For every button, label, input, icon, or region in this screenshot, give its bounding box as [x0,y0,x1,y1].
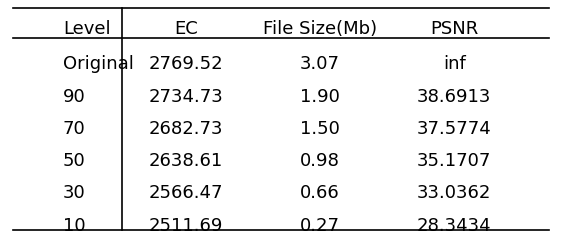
Text: 10: 10 [63,217,85,235]
Text: 38.6913: 38.6913 [417,88,492,106]
Text: 0.66: 0.66 [300,184,340,202]
Text: 50: 50 [63,152,85,170]
Text: PSNR: PSNR [430,20,478,38]
Text: 28.3434: 28.3434 [417,217,492,235]
Text: File Size(Mb): File Size(Mb) [263,20,377,38]
Text: Level: Level [63,20,111,38]
Text: 2511.69: 2511.69 [149,217,223,235]
Text: 70: 70 [63,120,85,138]
Text: 2638.61: 2638.61 [149,152,223,170]
Text: 2734.73: 2734.73 [148,88,223,106]
Text: 0.98: 0.98 [300,152,340,170]
Text: 35.1707: 35.1707 [417,152,492,170]
Text: 2566.47: 2566.47 [149,184,223,202]
Text: 37.5774: 37.5774 [417,120,492,138]
Text: 90: 90 [63,88,85,106]
Text: Original: Original [63,55,134,74]
Text: 3.07: 3.07 [300,55,340,74]
Text: 1.90: 1.90 [300,88,340,106]
Text: inf: inf [443,55,466,74]
Text: 2769.52: 2769.52 [148,55,223,74]
Text: 1.50: 1.50 [300,120,340,138]
Text: 33.0362: 33.0362 [417,184,492,202]
Text: 2682.73: 2682.73 [149,120,223,138]
Text: 30: 30 [63,184,85,202]
Text: 0.27: 0.27 [300,217,340,235]
Text: EC: EC [174,20,198,38]
